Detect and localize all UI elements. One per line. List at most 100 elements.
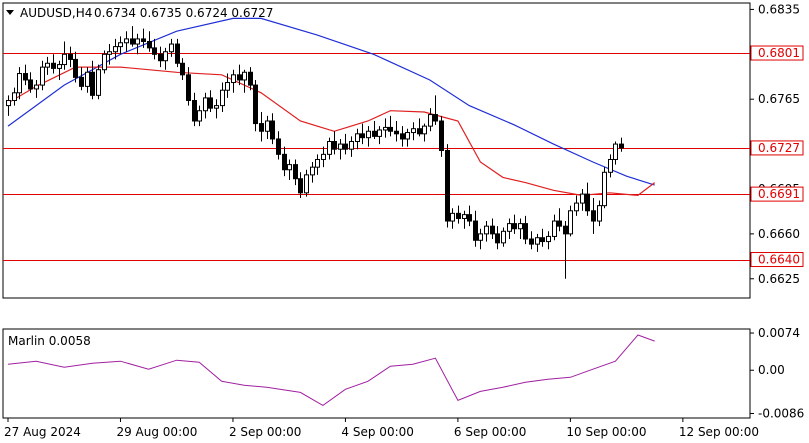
candle-body bbox=[540, 237, 545, 243]
time-axis-tick-label: 6 Sep 00:00 bbox=[454, 425, 526, 439]
candle-body bbox=[422, 125, 427, 135]
candle-body bbox=[445, 150, 450, 222]
candle-body bbox=[467, 214, 472, 222]
candle bbox=[12, 87, 17, 106]
candle bbox=[585, 182, 590, 216]
candle-body bbox=[338, 143, 343, 150]
candle bbox=[338, 138, 343, 160]
candle-body bbox=[28, 79, 33, 90]
candle-body bbox=[270, 120, 275, 140]
candle-body bbox=[152, 47, 157, 55]
candle bbox=[422, 123, 427, 142]
time-axis-tick-label: 10 Sep 00:00 bbox=[566, 425, 646, 439]
candle bbox=[523, 215, 528, 245]
candle-body bbox=[343, 143, 348, 150]
candle bbox=[388, 115, 393, 137]
candle-body bbox=[51, 62, 56, 69]
candle bbox=[270, 113, 275, 145]
candle-body bbox=[574, 202, 579, 212]
candle-body bbox=[23, 73, 28, 81]
candle bbox=[507, 218, 512, 239]
candle-body bbox=[495, 233, 500, 244]
candle bbox=[557, 208, 562, 232]
indicator-axis-tick-label: -0.0086 bbox=[758, 406, 804, 420]
candle-body bbox=[6, 99, 11, 107]
candle bbox=[473, 210, 478, 247]
candle bbox=[377, 126, 382, 145]
candle bbox=[495, 226, 500, 250]
candle-body bbox=[180, 62, 185, 76]
candle-body bbox=[124, 38, 129, 44]
time-axis-tick-label: 2 Sep 00:00 bbox=[229, 425, 301, 439]
candle bbox=[208, 90, 213, 113]
candle bbox=[450, 208, 455, 229]
candle bbox=[574, 195, 579, 216]
indicator-axis-tick-label: 0.00 bbox=[758, 363, 785, 377]
candle-body bbox=[355, 133, 360, 143]
candle-body bbox=[501, 230, 506, 244]
marlin-indicator-line bbox=[7, 334, 655, 406]
candle-body bbox=[276, 138, 281, 155]
candle-body bbox=[568, 210, 573, 235]
candle bbox=[602, 167, 607, 209]
candle bbox=[242, 69, 247, 93]
price-level-badge-label: 0.6640 bbox=[758, 253, 800, 267]
candle-body bbox=[417, 128, 422, 135]
candle-body bbox=[602, 171, 607, 207]
candle-body bbox=[96, 69, 101, 96]
candle bbox=[613, 141, 618, 165]
candle-body bbox=[169, 43, 174, 53]
candle-body bbox=[529, 238, 534, 245]
price-axis-tick-label: 0.6835 bbox=[758, 2, 800, 16]
indicator-label: Marlin 0.0058 bbox=[8, 334, 91, 348]
candle-body bbox=[580, 193, 585, 204]
candle bbox=[546, 231, 551, 250]
candle bbox=[124, 31, 129, 52]
candle-body bbox=[113, 46, 118, 53]
price-level-badge-label: 0.6727 bbox=[758, 141, 800, 155]
candle-body bbox=[118, 42, 123, 48]
candle-body bbox=[90, 71, 95, 96]
candle-body bbox=[557, 220, 562, 227]
time-axis-tick-label: 12 Sep 00:00 bbox=[679, 425, 759, 439]
candle bbox=[445, 144, 450, 228]
candle-body bbox=[225, 82, 230, 91]
price-level-badge-label: 0.6801 bbox=[758, 46, 800, 60]
candle bbox=[214, 99, 219, 119]
candle-body bbox=[220, 89, 225, 107]
candle bbox=[17, 67, 22, 100]
candle-body bbox=[321, 153, 326, 160]
candle-body bbox=[197, 110, 202, 122]
time-axis-tick-label: 4 Sep 00:00 bbox=[341, 425, 413, 439]
candle-body bbox=[372, 130, 377, 137]
candle bbox=[203, 92, 208, 119]
candle bbox=[197, 105, 202, 127]
candle-body bbox=[147, 40, 152, 49]
candle bbox=[366, 126, 371, 147]
candle bbox=[28, 72, 33, 93]
candle bbox=[147, 31, 152, 52]
candle-body bbox=[12, 92, 17, 101]
chart-ohlc: 0.6734 0.6735 0.6724 0.6727 bbox=[94, 6, 273, 20]
candle-body bbox=[377, 129, 382, 137]
candle bbox=[158, 46, 163, 68]
candle bbox=[90, 60, 95, 100]
candle bbox=[163, 47, 168, 70]
candle bbox=[580, 188, 585, 211]
candle-body bbox=[484, 225, 489, 235]
candle bbox=[248, 67, 253, 91]
candle bbox=[400, 126, 405, 147]
candle bbox=[327, 137, 332, 160]
candle bbox=[383, 118, 388, 138]
candle bbox=[456, 205, 461, 224]
candle-body bbox=[304, 174, 309, 194]
candle bbox=[428, 108, 433, 132]
candle bbox=[34, 79, 39, 98]
candle-body bbox=[163, 51, 168, 62]
candle-body bbox=[428, 114, 433, 127]
candle bbox=[220, 82, 225, 113]
candle bbox=[253, 79, 258, 132]
candle-body bbox=[175, 43, 180, 64]
candle-body bbox=[253, 84, 258, 125]
